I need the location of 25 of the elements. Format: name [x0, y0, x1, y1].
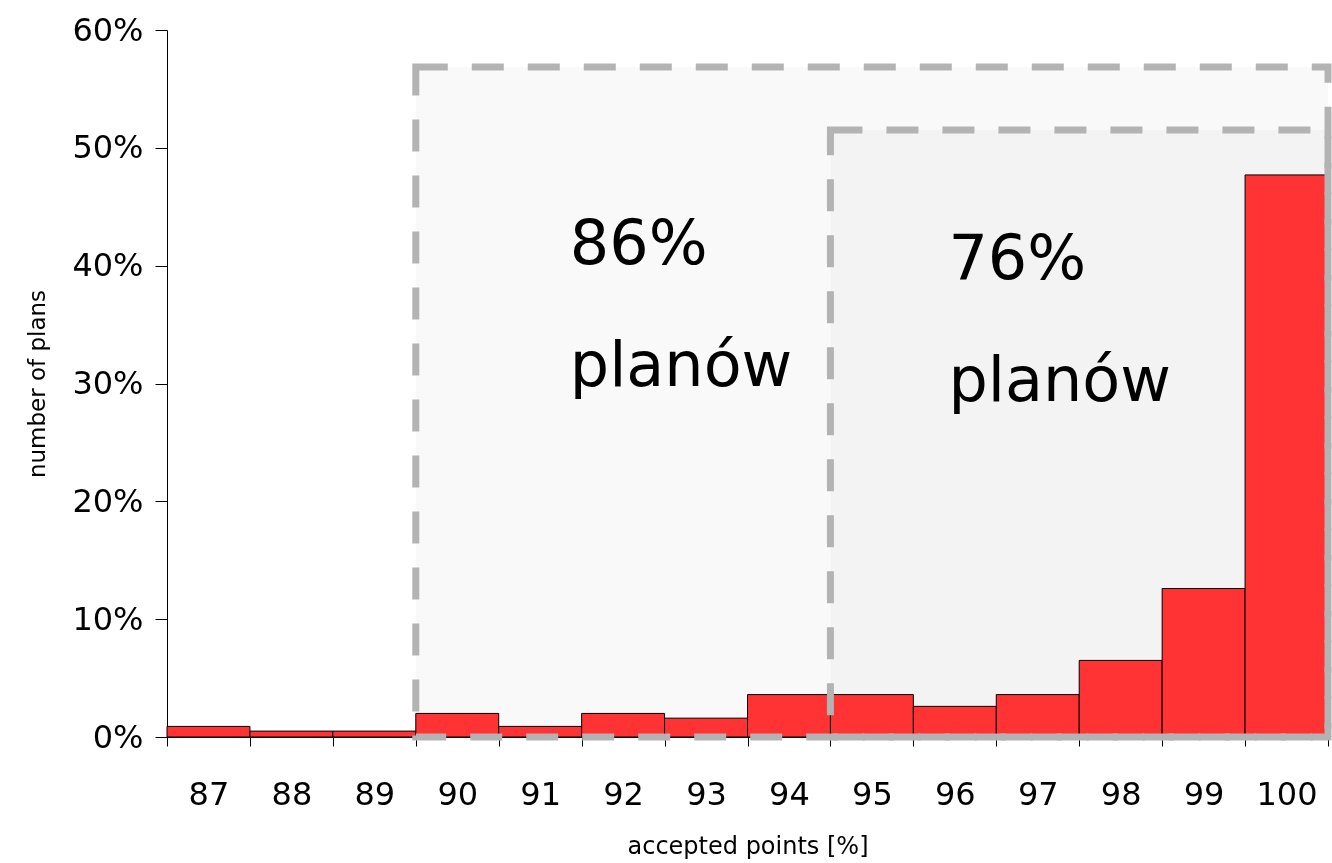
- x-tick-label: 90: [437, 774, 479, 813]
- y-axis-title: number of plans: [24, 289, 51, 479]
- x-tick-label: 92: [603, 774, 644, 813]
- y-tick-label: 40%: [72, 246, 144, 285]
- band-label: 86% planów: [569, 206, 793, 401]
- y-tick-label: 30%: [72, 364, 144, 402]
- x-axis-title: accepted points [%]: [627, 831, 869, 860]
- y-tick-label: 10%: [72, 599, 144, 638]
- y-tick-label: 60%: [72, 10, 144, 49]
- x-tick-label: 91: [520, 774, 562, 813]
- x-tick-label: 95: [852, 774, 893, 813]
- x-tick-label: 100: [1256, 774, 1318, 813]
- x-tick-label: 94: [769, 774, 810, 813]
- x-tick-label: 87: [188, 774, 230, 813]
- y-tick-label: 50%: [72, 128, 144, 167]
- x-tick-label: 97: [1017, 774, 1059, 813]
- band-label: 76% planów: [948, 221, 1171, 416]
- x-tick-label: 93: [686, 774, 727, 813]
- x-tick-label: 89: [354, 774, 396, 813]
- x-tick-label: 96: [934, 774, 976, 813]
- x-tick-label: 98: [1100, 774, 1142, 813]
- x-tick-label: 99: [1183, 774, 1225, 813]
- y-tick-label: 20%: [72, 481, 144, 520]
- y-tick-label: 0%: [92, 717, 144, 756]
- x-tick-label: 88: [271, 774, 313, 813]
